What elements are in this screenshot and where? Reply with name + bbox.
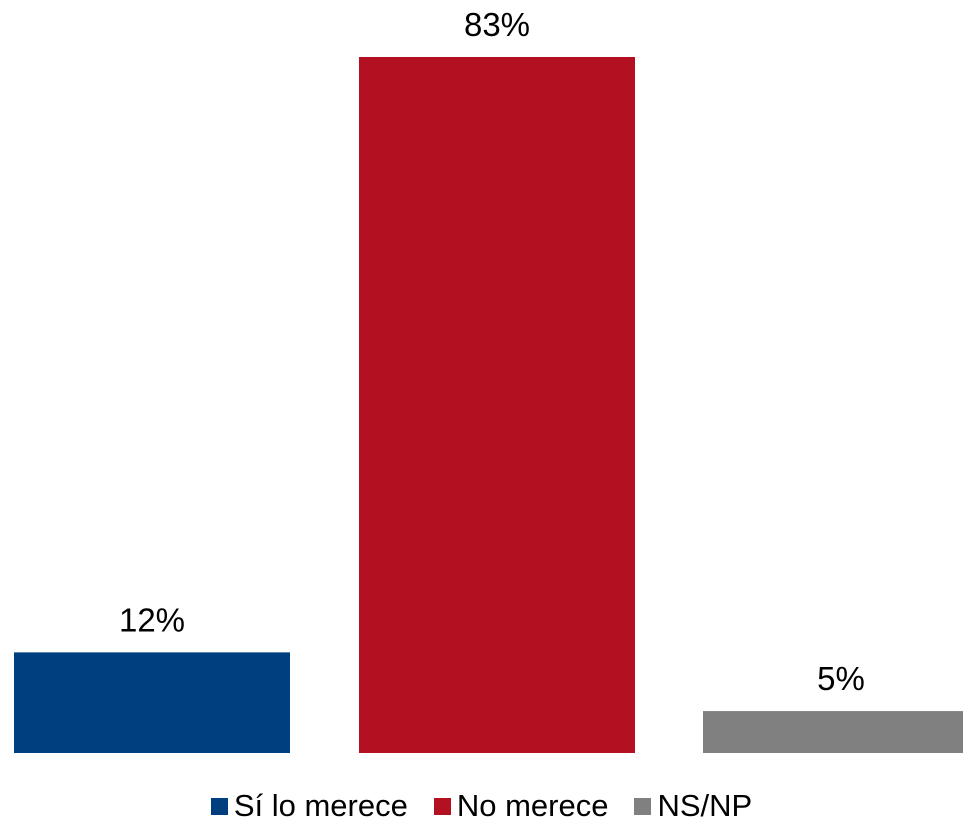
legend-swatch-si-lo-merece xyxy=(210,797,228,815)
bar-no-merece xyxy=(359,57,635,753)
legend-label-no-merece: No merece xyxy=(456,788,609,823)
data-label-ns-np: 5% xyxy=(817,660,865,697)
chart-legend: Sí lo merece No merece NS/NP xyxy=(0,786,963,826)
legend-label-ns-np: NS/NP xyxy=(657,788,753,823)
data-label-si-lo-merece: 12% xyxy=(119,601,185,638)
legend-item-si-lo-merece: Sí lo merece xyxy=(210,788,408,824)
legend-item-no-merece: No merece xyxy=(433,788,609,824)
legend-swatch-ns-np xyxy=(634,797,652,815)
data-label-no-merece: 83% xyxy=(464,6,530,43)
legend-item-ns-np: NS/NP xyxy=(634,788,752,824)
legend-label-si-lo-merece: Sí lo merece xyxy=(233,788,408,823)
bar-si-lo-merece xyxy=(14,652,290,753)
legend-swatch-no-merece xyxy=(433,797,451,815)
bar-chart: 12% 83% 5% xyxy=(14,6,963,753)
bar-ns-np xyxy=(703,711,963,753)
